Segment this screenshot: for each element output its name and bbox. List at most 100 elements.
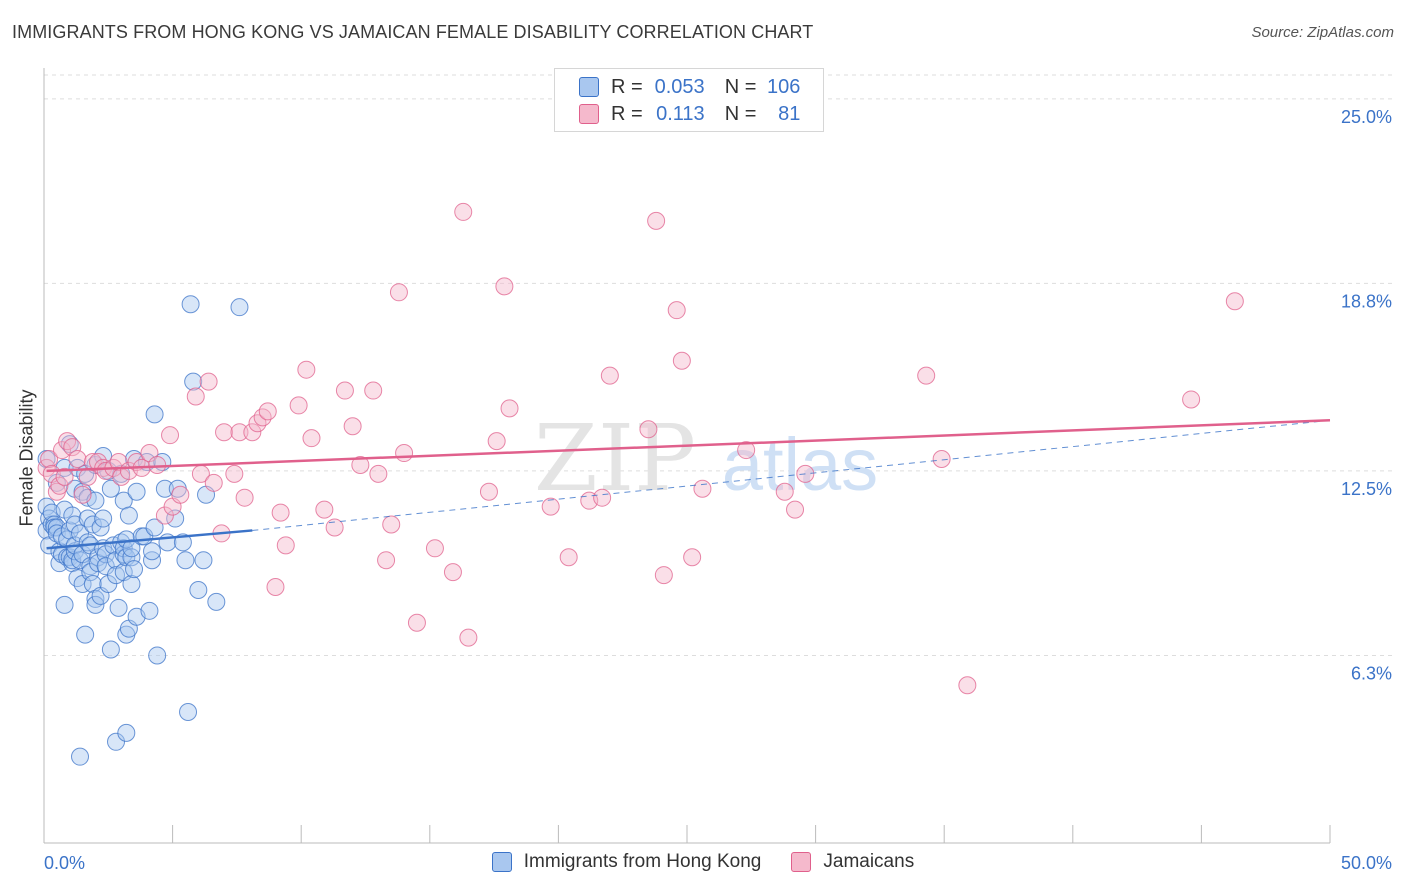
correlation-legend: R = 0.053 N = 106 R = 0.113 N = 81 [554,68,824,132]
y-tick-label: 25.0% [1341,107,1392,127]
legend-label: Immigrants from Hong Kong [523,851,762,872]
hong-kong-point [145,405,164,424]
jamaican-point [932,450,951,468]
jamaican-point [958,676,977,695]
hong-kong-point [55,595,74,614]
jamaican-point [639,420,658,439]
jamaican-point [382,515,401,534]
legend-item-jamaicans[interactable]: Jamaicans [791,851,914,873]
jamaican-point [302,429,321,448]
hong-kong-point [179,703,198,722]
jamaican-point [148,455,167,474]
jamaican-point [654,566,673,585]
grid-layer [44,74,1392,656]
jamaican-point [199,372,218,391]
legend-r-label: R = [611,102,643,125]
hong-kong-point [101,479,120,498]
hong-kong-point [109,598,128,617]
axis-layer [43,68,1331,844]
legend-row-jamaicans: R = 0.113 N = 81 [579,102,800,126]
jamaican-point [389,283,408,302]
jamaican-point [289,396,308,415]
legend-label: Jamaicans [823,851,915,872]
jamaican-point [297,360,316,379]
jamaican-point [377,551,396,570]
hong-kong-point [117,723,136,742]
jamaican-point [1225,292,1244,311]
hong-kong-point [181,295,200,314]
jamaican-point [266,578,285,596]
jamaican-point [1182,390,1201,409]
jamaican-point [667,301,686,320]
jamaican-point [55,467,74,486]
legend-n-label: N = [724,102,757,125]
jamaican-point [775,482,794,501]
jamaican-point [443,563,462,582]
jamaican-point [335,381,354,400]
jamaican-point [83,452,102,471]
legend-n-label: N = [724,75,757,98]
hong-kong-point [155,479,174,498]
jamaican-point [541,497,560,516]
hong-kong-trend-extrapolated [252,419,1331,531]
jamaican-point [500,399,519,418]
jamaican-point [315,500,334,519]
jamaican-point [343,417,362,436]
hong-kong-point [207,592,226,611]
legend-swatch-pink [579,104,599,124]
legend-n-value: 106 [767,75,801,98]
jamaican-point [186,387,205,406]
jamaican-point [693,479,712,498]
legend-swatch-pink [791,852,812,872]
legend-row-hong-kong: R = 0.053 N = 106 [579,75,800,99]
jamaican-point [40,450,59,468]
series-legend: Immigrants from Hong Kong Jamaicans [0,851,1406,873]
trend-layer [46,419,1331,550]
jamaican-point [53,441,72,460]
jamaican-point [786,500,805,519]
jamaican-point [683,548,702,567]
y-axis-label-wrap: Female Disability [12,0,42,892]
points-layer [37,202,1244,766]
hong-kong-point [184,372,203,391]
y-axis-label: Female Disability [16,389,37,527]
hong-kong-point [107,732,126,751]
jamaican-point [917,366,936,385]
hong-kong-point [173,533,192,552]
hong-kong-point [94,509,113,528]
jamaican-point [253,408,272,427]
hong-kong-point [127,482,146,501]
legend-r-value: 0.113 [656,102,705,125]
x-tick-label-left: 0.0% [44,853,85,873]
jamaican-point [235,488,254,507]
legend-item-hong-kong[interactable]: Immigrants from Hong Kong [491,851,762,873]
hong-kong-point [71,747,90,766]
hong-kong-point [117,530,136,549]
y-tick-label: 12.5% [1341,479,1392,499]
jamaican-point [495,277,514,296]
hong-kong-point [143,542,162,561]
hong-kong-point [96,557,115,576]
source-credit: Source: ZipAtlas.com [1251,24,1394,41]
jamaican-point [487,432,506,451]
watermark: ZIP atlas [534,405,878,512]
jamaican-point [58,432,77,451]
jamaican-point [258,402,277,421]
jamaican-point [407,613,426,632]
jamaican-point [271,503,290,522]
hong-kong-point [148,646,167,665]
hong-kong-point [119,506,138,525]
jamaican-point [230,423,249,442]
hong-kong-point [122,575,141,594]
jamaican-point [479,482,498,501]
hong-kong-point [176,551,195,570]
hong-kong-point [230,298,249,317]
hong-kong-point [78,533,97,552]
jamaican-point [351,455,370,474]
jamaican-point [109,452,128,471]
label-layer: 6.3% 12.5% 18.8% 25.0% 0.0% 50.0% [44,107,1392,873]
jamaican-point [364,381,383,400]
jamaican-point [171,485,190,504]
jamaican-point [68,450,87,468]
